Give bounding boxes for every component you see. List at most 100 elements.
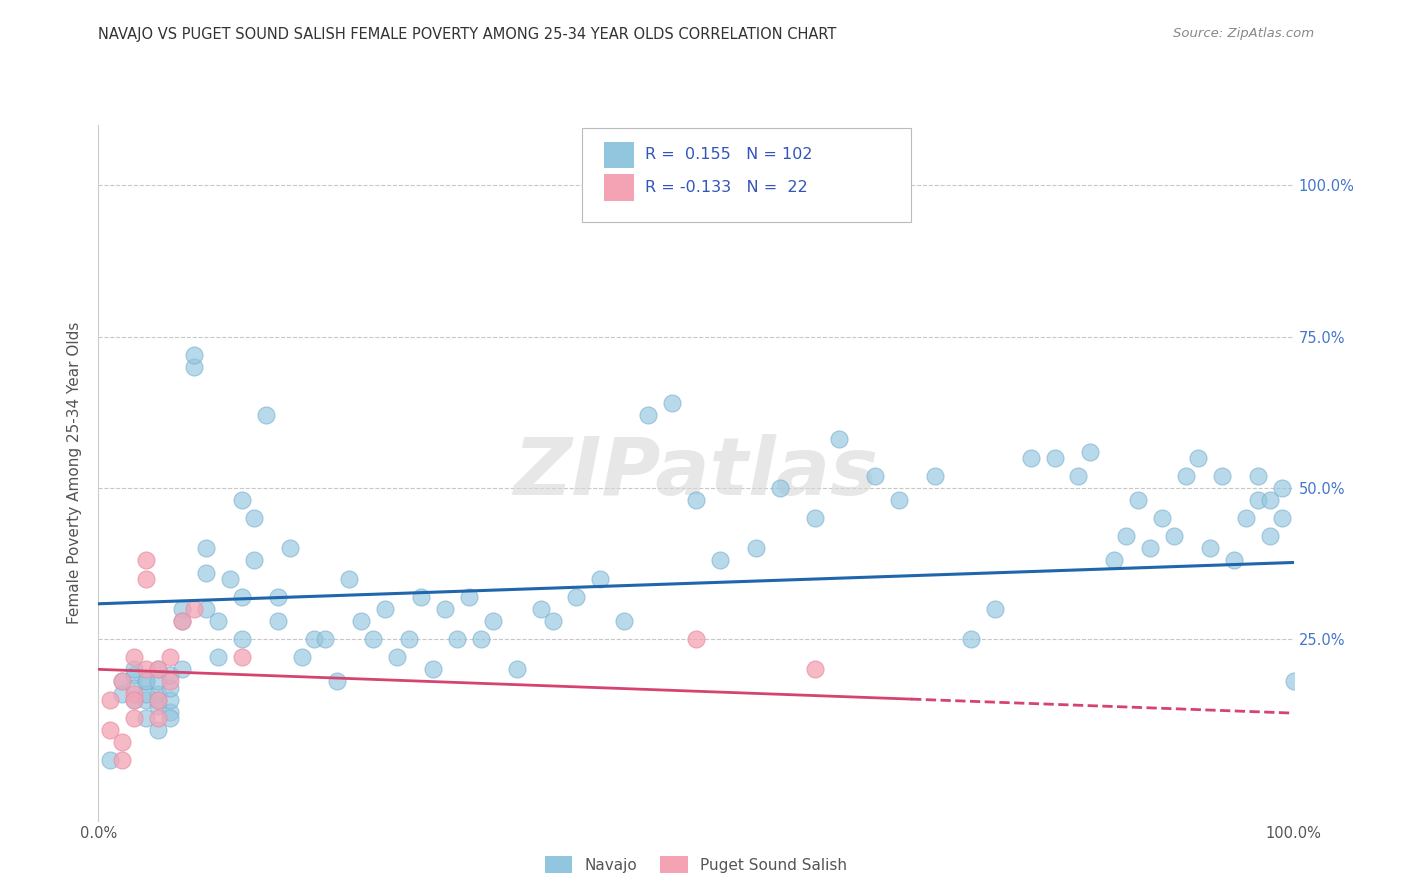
Point — [111, 687, 134, 701]
Point — [1043, 450, 1066, 465]
Point — [159, 681, 181, 695]
Point — [1019, 450, 1042, 465]
Point — [339, 572, 360, 586]
Point — [254, 409, 277, 423]
Point — [481, 614, 505, 628]
Point — [148, 687, 170, 701]
Point — [433, 602, 456, 616]
Point — [267, 590, 290, 604]
Point — [159, 705, 181, 719]
Point — [148, 711, 170, 725]
Point — [194, 566, 218, 580]
Point — [172, 614, 194, 628]
Point — [194, 602, 218, 616]
Bar — [605, 174, 634, 201]
Point — [350, 614, 373, 628]
Point — [135, 711, 157, 725]
Point — [1115, 529, 1137, 543]
Point — [124, 668, 146, 682]
Point — [302, 632, 325, 647]
Point — [207, 614, 229, 628]
Point — [804, 662, 827, 676]
Point — [1246, 468, 1268, 483]
Point — [278, 541, 301, 556]
Point — [1080, 444, 1102, 458]
Point — [124, 681, 146, 695]
Point — [506, 662, 529, 676]
Point — [207, 650, 229, 665]
Point — [159, 711, 181, 725]
Point — [411, 590, 433, 604]
Point — [1258, 529, 1281, 543]
Point — [135, 572, 157, 586]
Point — [470, 632, 492, 647]
Point — [219, 572, 242, 586]
Point — [1258, 493, 1281, 508]
Point — [98, 723, 122, 737]
Point — [565, 590, 588, 604]
Point — [135, 692, 157, 706]
Point — [1271, 481, 1294, 495]
Point — [315, 632, 337, 647]
Point — [1102, 553, 1125, 567]
Point — [804, 511, 827, 525]
Point — [446, 632, 468, 647]
Point — [458, 590, 481, 604]
Point — [159, 674, 181, 689]
Point — [231, 632, 253, 647]
Point — [135, 674, 157, 689]
Point — [124, 692, 146, 706]
Point — [231, 493, 253, 508]
Point — [959, 632, 981, 647]
Point — [863, 468, 887, 483]
Point — [1246, 493, 1268, 508]
Text: Source: ZipAtlas.com: Source: ZipAtlas.com — [1174, 27, 1315, 40]
Point — [1234, 511, 1257, 525]
Point — [709, 553, 731, 567]
Point — [159, 668, 181, 682]
Point — [98, 753, 122, 767]
Point — [1175, 468, 1198, 483]
Point — [111, 674, 134, 689]
Point — [1282, 674, 1305, 689]
Point — [589, 572, 612, 586]
Point — [326, 674, 349, 689]
Point — [124, 650, 146, 665]
Point — [661, 396, 683, 410]
Point — [1187, 450, 1209, 465]
Point — [172, 614, 194, 628]
Point — [243, 511, 266, 525]
Point — [148, 698, 170, 713]
Point — [148, 662, 170, 676]
Point — [172, 662, 194, 676]
Point — [398, 632, 420, 647]
Point — [124, 662, 146, 676]
Point — [148, 692, 170, 706]
Point — [183, 359, 205, 374]
Point — [135, 662, 157, 676]
Point — [183, 348, 205, 362]
Point — [924, 468, 946, 483]
Point — [1067, 468, 1090, 483]
Point — [385, 650, 409, 665]
Point — [243, 553, 266, 567]
Point — [111, 753, 134, 767]
Point — [1222, 553, 1246, 567]
Bar — [605, 142, 634, 168]
Point — [148, 723, 170, 737]
Point — [124, 687, 146, 701]
Point — [745, 541, 768, 556]
Point — [541, 614, 564, 628]
Point — [685, 493, 707, 508]
Point — [159, 650, 181, 665]
Point — [98, 692, 122, 706]
Point — [685, 632, 707, 647]
FancyBboxPatch shape — [582, 128, 911, 222]
Point — [1163, 529, 1185, 543]
Point — [363, 632, 385, 647]
Point — [194, 541, 218, 556]
Text: ZIPatlas: ZIPatlas — [513, 434, 879, 512]
Point — [1198, 541, 1220, 556]
Point — [637, 409, 659, 423]
Point — [374, 602, 396, 616]
